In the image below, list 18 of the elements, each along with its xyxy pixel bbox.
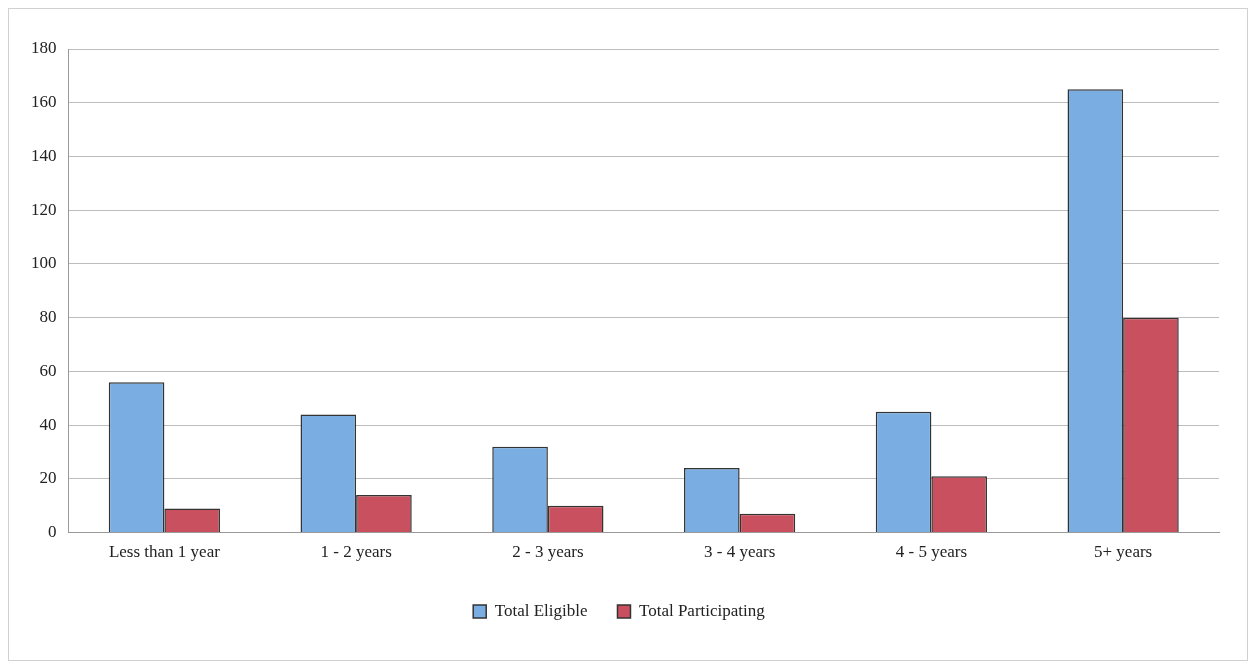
x-tick-label: 4 - 5 years bbox=[895, 542, 968, 562]
y-tick-label: 20 bbox=[39, 468, 57, 488]
y-tick-label: 100 bbox=[31, 253, 57, 273]
x-tick-label: 3 - 4 years bbox=[703, 542, 776, 562]
y-tick-label: 160 bbox=[31, 92, 57, 112]
y-tick-label: 60 bbox=[39, 360, 57, 380]
y-tick-label: 140 bbox=[31, 145, 57, 165]
x-tick-label: 2 - 3 years bbox=[512, 542, 584, 562]
y-tick-label: 120 bbox=[31, 199, 57, 219]
x-tick-label: 1 - 2 years bbox=[320, 542, 392, 562]
legend-label: Total Participating bbox=[638, 600, 766, 620]
x-tick-label: Less than 1 year bbox=[108, 542, 221, 562]
legend-label: Total Eligible bbox=[494, 600, 588, 620]
y-tick-label: 180 bbox=[31, 38, 57, 58]
y-tick-label: 0 bbox=[48, 522, 57, 542]
y-tick-label: 80 bbox=[39, 307, 57, 327]
y-tick-label: 40 bbox=[39, 414, 57, 434]
x-tick-label: 5+ years bbox=[1094, 542, 1153, 562]
